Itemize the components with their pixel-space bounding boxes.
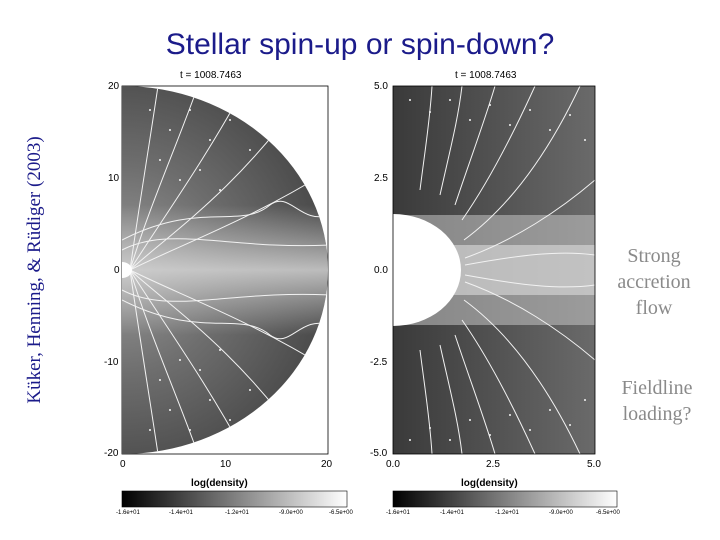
right-y-tick: 0.0: [374, 265, 388, 276]
right-colorbar-tick: -1.4e+01: [440, 510, 464, 516]
right-x-tick: 5.0: [587, 459, 601, 470]
left-colorbar-tick: -1.4e+01: [169, 510, 193, 516]
right-y-tick: 2.5: [374, 173, 388, 184]
left-colorbar-tick: -1.2e+01: [225, 510, 249, 516]
right-x-tick: 2.5: [486, 459, 500, 470]
left-y-tick: 10: [108, 173, 120, 184]
left-colorbar-label: log(density): [191, 478, 248, 489]
right-colorbar-tick: -1.2e+01: [495, 510, 519, 516]
note-line: flow: [635, 297, 673, 319]
right-colorbar: [392, 490, 618, 508]
right-colorbar-label: log(density): [461, 478, 518, 489]
right-y-tick: -2.5: [370, 357, 388, 368]
note-line: accretion: [617, 271, 691, 293]
note-strong-accretion: Strong accretion flow: [610, 243, 698, 321]
left-time-label: t = 1008.7463: [180, 70, 242, 81]
slide-title: Stellar spin-up or spin-down?: [165, 28, 555, 61]
note-fieldline-loading: Fieldline loading?: [612, 375, 702, 427]
left-colorbar: [121, 490, 348, 508]
left-y-tick: -10: [104, 357, 119, 368]
right-plot-frame: [392, 85, 596, 455]
left-star: [122, 262, 132, 278]
right-time-label: t = 1008.7463: [455, 70, 517, 81]
right-y-tick: -5.0: [370, 448, 388, 459]
left-y-tick: 0: [114, 265, 120, 276]
right-x-tick: 0.0: [386, 459, 400, 470]
left-x-tick: 0: [120, 459, 126, 470]
left-colorbar-tick: -9.0e+00: [279, 510, 303, 516]
left-fieldlines: [122, 86, 328, 454]
note-line: Strong: [627, 245, 681, 267]
right-colorbar-tick: -1.6e+01: [386, 510, 410, 516]
note-line: loading?: [622, 403, 692, 425]
right-star: [393, 214, 461, 326]
left-colorbar-tick: -6.5e+00: [329, 510, 353, 516]
right-colorbar-tick: -9.0e+00: [549, 510, 573, 516]
right-y-tick: 5.0: [374, 81, 388, 92]
left-colorbar-tick: -1.6e+01: [116, 510, 140, 516]
left-y-tick: -20: [104, 448, 119, 459]
left-x-tick: 20: [321, 459, 333, 470]
note-line: Fieldline: [621, 377, 693, 399]
left-y-tick: 20: [108, 81, 120, 92]
left-x-tick: 10: [220, 459, 232, 470]
right-colorbar-tick: -6.5e+00: [596, 510, 620, 516]
